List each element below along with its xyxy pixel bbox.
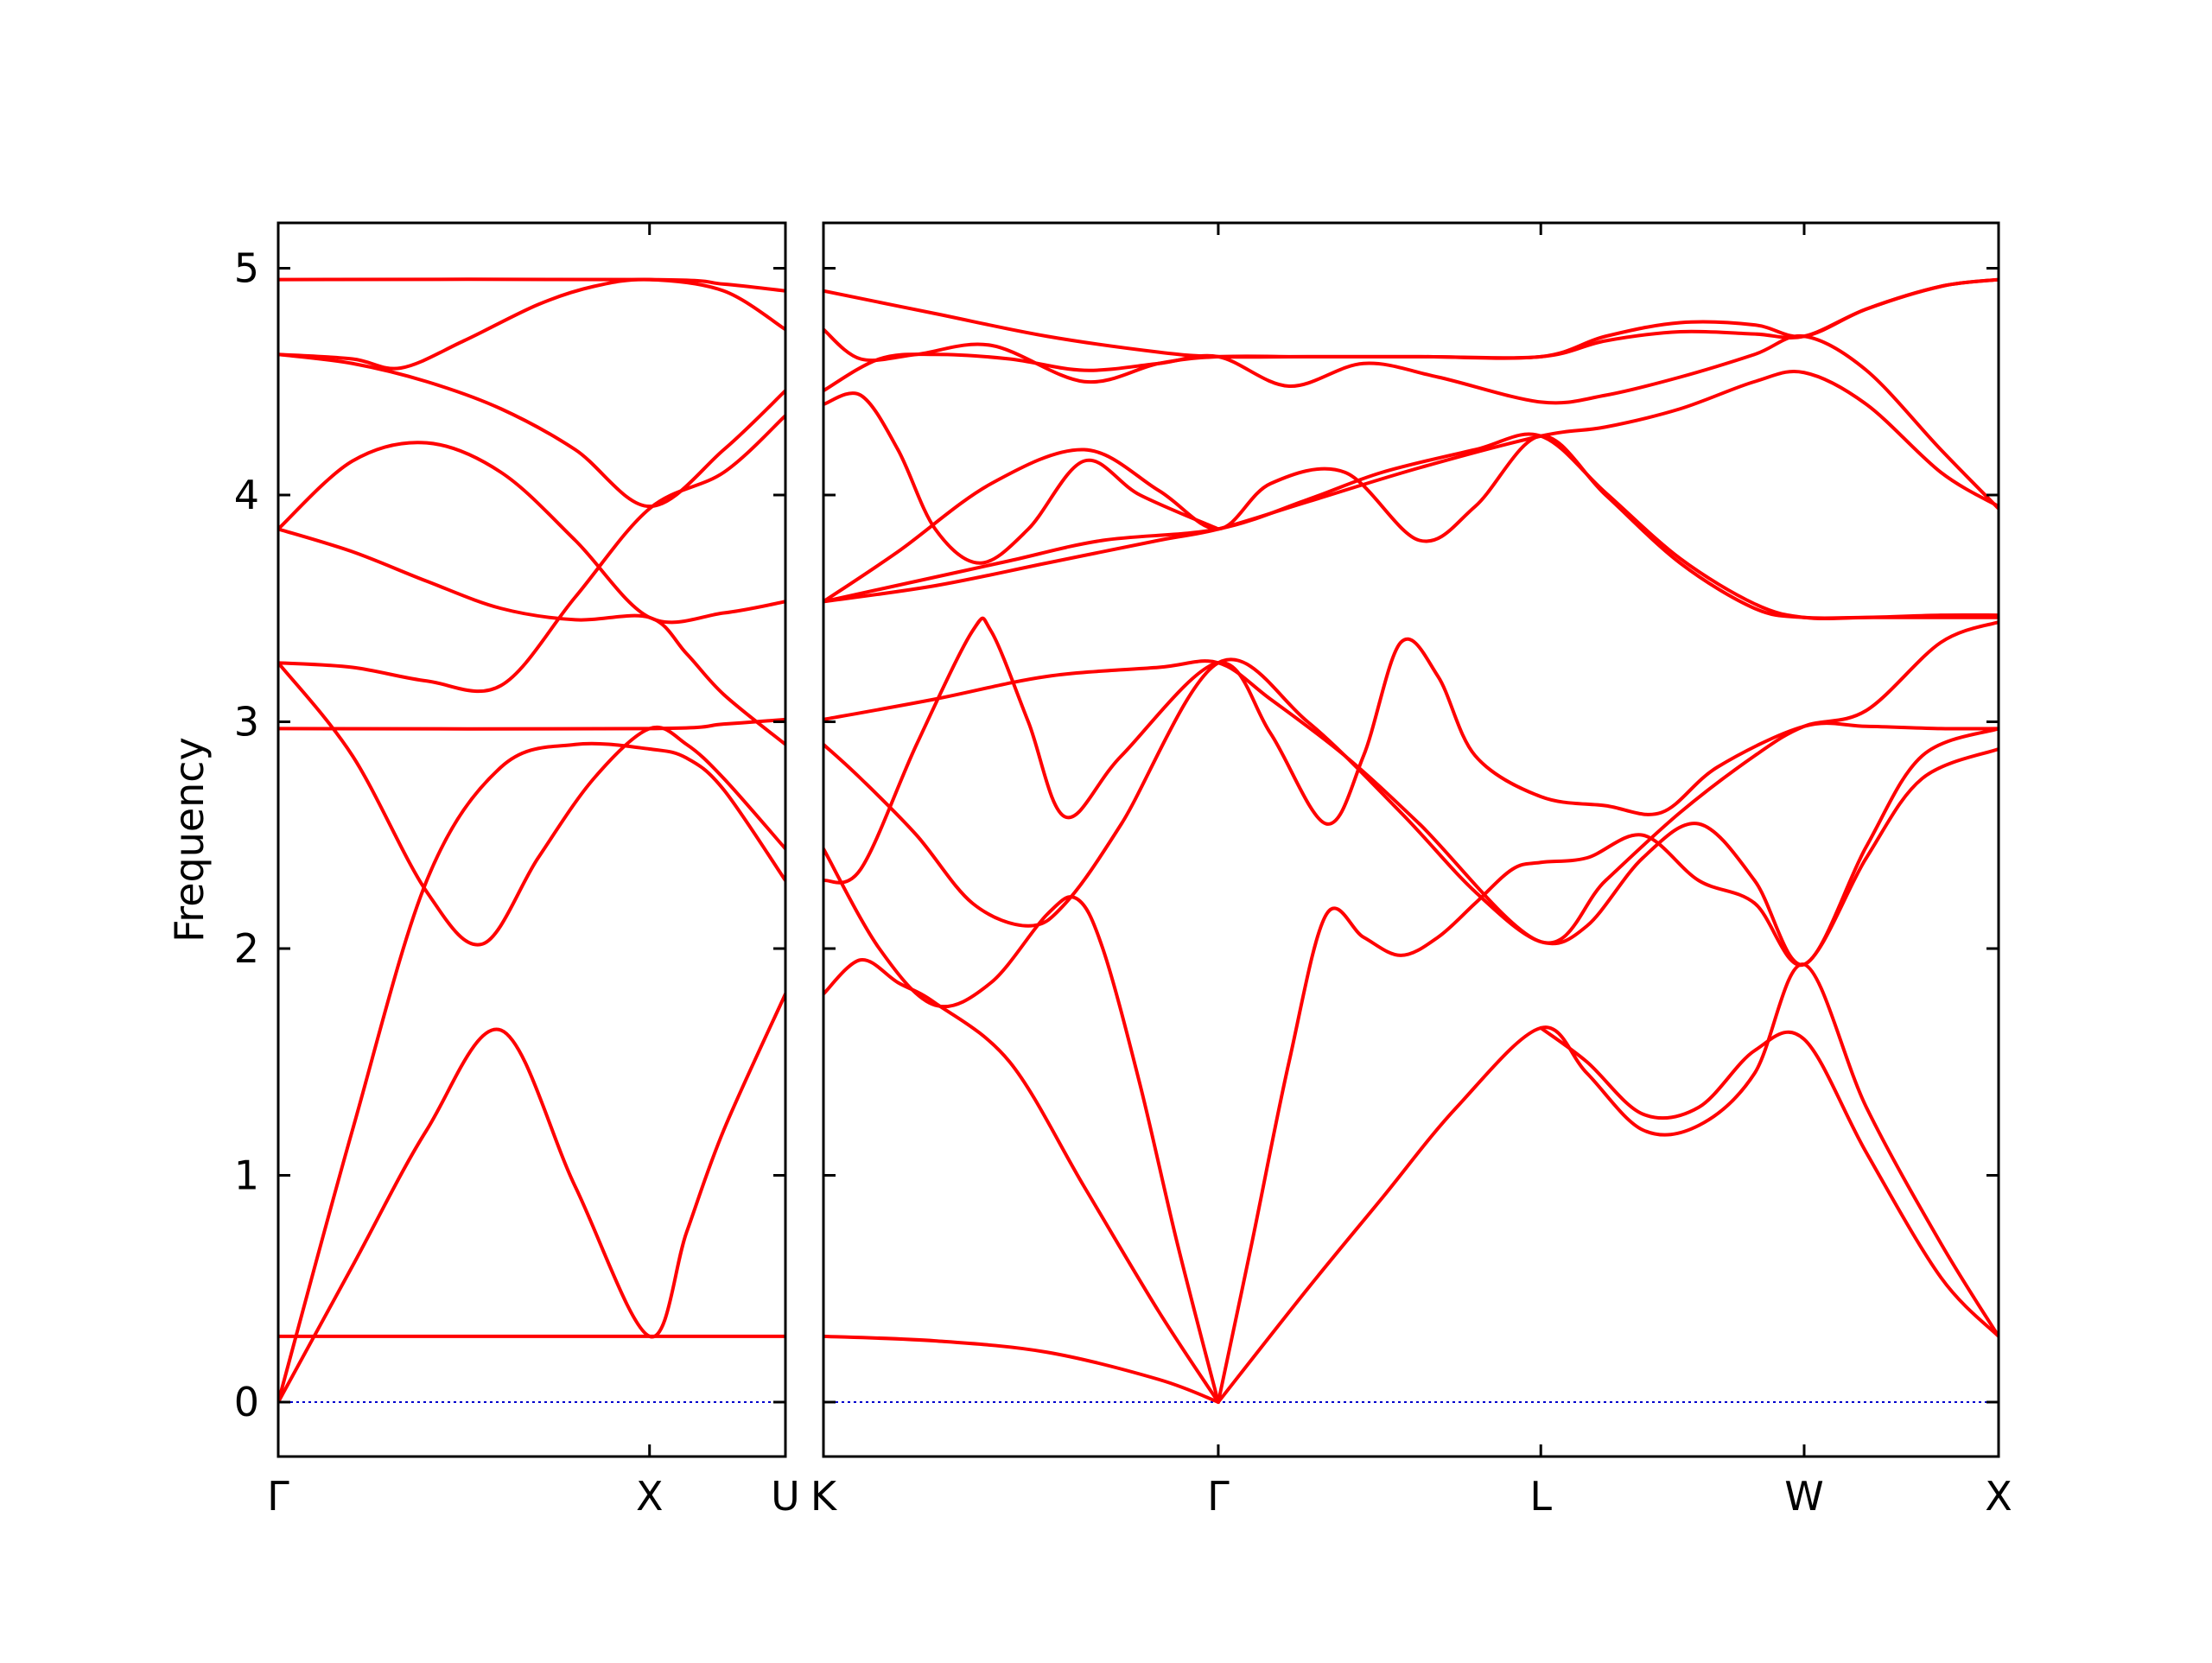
band-line-panel1-4 [823, 847, 1220, 1404]
band-line-panel0-7 [278, 352, 785, 509]
panel-1-bands [823, 277, 1999, 1404]
band-line-panel1-6 [823, 657, 1999, 967]
band-line-panel0-1 [278, 741, 785, 1404]
band-line-panel0-4 [278, 414, 785, 694]
labels-layer: Γ X U K Γ L W X 0 1 2 3 4 5 Frequency [166, 245, 2012, 1520]
x-tick-label: X [1985, 1473, 2012, 1520]
band-line-panel0-9 [278, 717, 785, 731]
band-line-panel1-0 [823, 1334, 1220, 1404]
band-line-panel1-3 [1539, 1025, 1999, 1338]
x-tick-label: K [810, 1473, 838, 1520]
band-line-panel1-7 [823, 616, 1999, 885]
panel-1-frame [822, 221, 2000, 1458]
x-tick-label: W [1784, 1473, 1823, 1520]
y-tick-label: 0 [234, 1379, 259, 1425]
band-line-panel1-15 [823, 277, 1999, 360]
y-tick-label: 3 [234, 699, 259, 746]
y-tick-label: 2 [234, 925, 259, 972]
band-line-panel0-5 [278, 527, 785, 746]
y-tick-label: 1 [234, 1152, 259, 1199]
band-line-panel1-5 [1216, 747, 1999, 1404]
frames-layer [276, 221, 2000, 1458]
band-line-panel0-8 [278, 277, 785, 371]
x-tick-label: X [636, 1473, 664, 1520]
band-line-panel1-11 [823, 391, 1220, 565]
y-tick-label: 5 [234, 245, 259, 292]
band-line-panel1-2 [1216, 962, 1999, 1404]
x-tick-label: L [1529, 1473, 1552, 1520]
band-line-panel1-1 [823, 958, 1220, 1404]
band-line-panel1-13 [823, 333, 1999, 511]
ticks-layer [276, 223, 2000, 1457]
band-line-panel0-3 [278, 661, 785, 947]
bands-layer [278, 277, 1999, 1404]
band-line-panel1-10 [823, 432, 1999, 621]
band-line-panel0-10 [278, 277, 785, 293]
x-tick-label: Γ [1207, 1473, 1230, 1520]
y-axis-label: Frequency [166, 737, 213, 943]
band-line-panel0-6 [278, 441, 785, 625]
x-tick-label: U [771, 1473, 800, 1520]
y-tick-label: 4 [234, 472, 259, 518]
x-tick-label: Γ [267, 1473, 289, 1520]
panel-0-frame [276, 221, 787, 1458]
band-line-panel1-8 [823, 620, 1999, 945]
band-line-panel0-0 [278, 992, 785, 1404]
panel-0-bands [278, 277, 785, 1404]
band-line-panel1-12 [823, 370, 1999, 604]
